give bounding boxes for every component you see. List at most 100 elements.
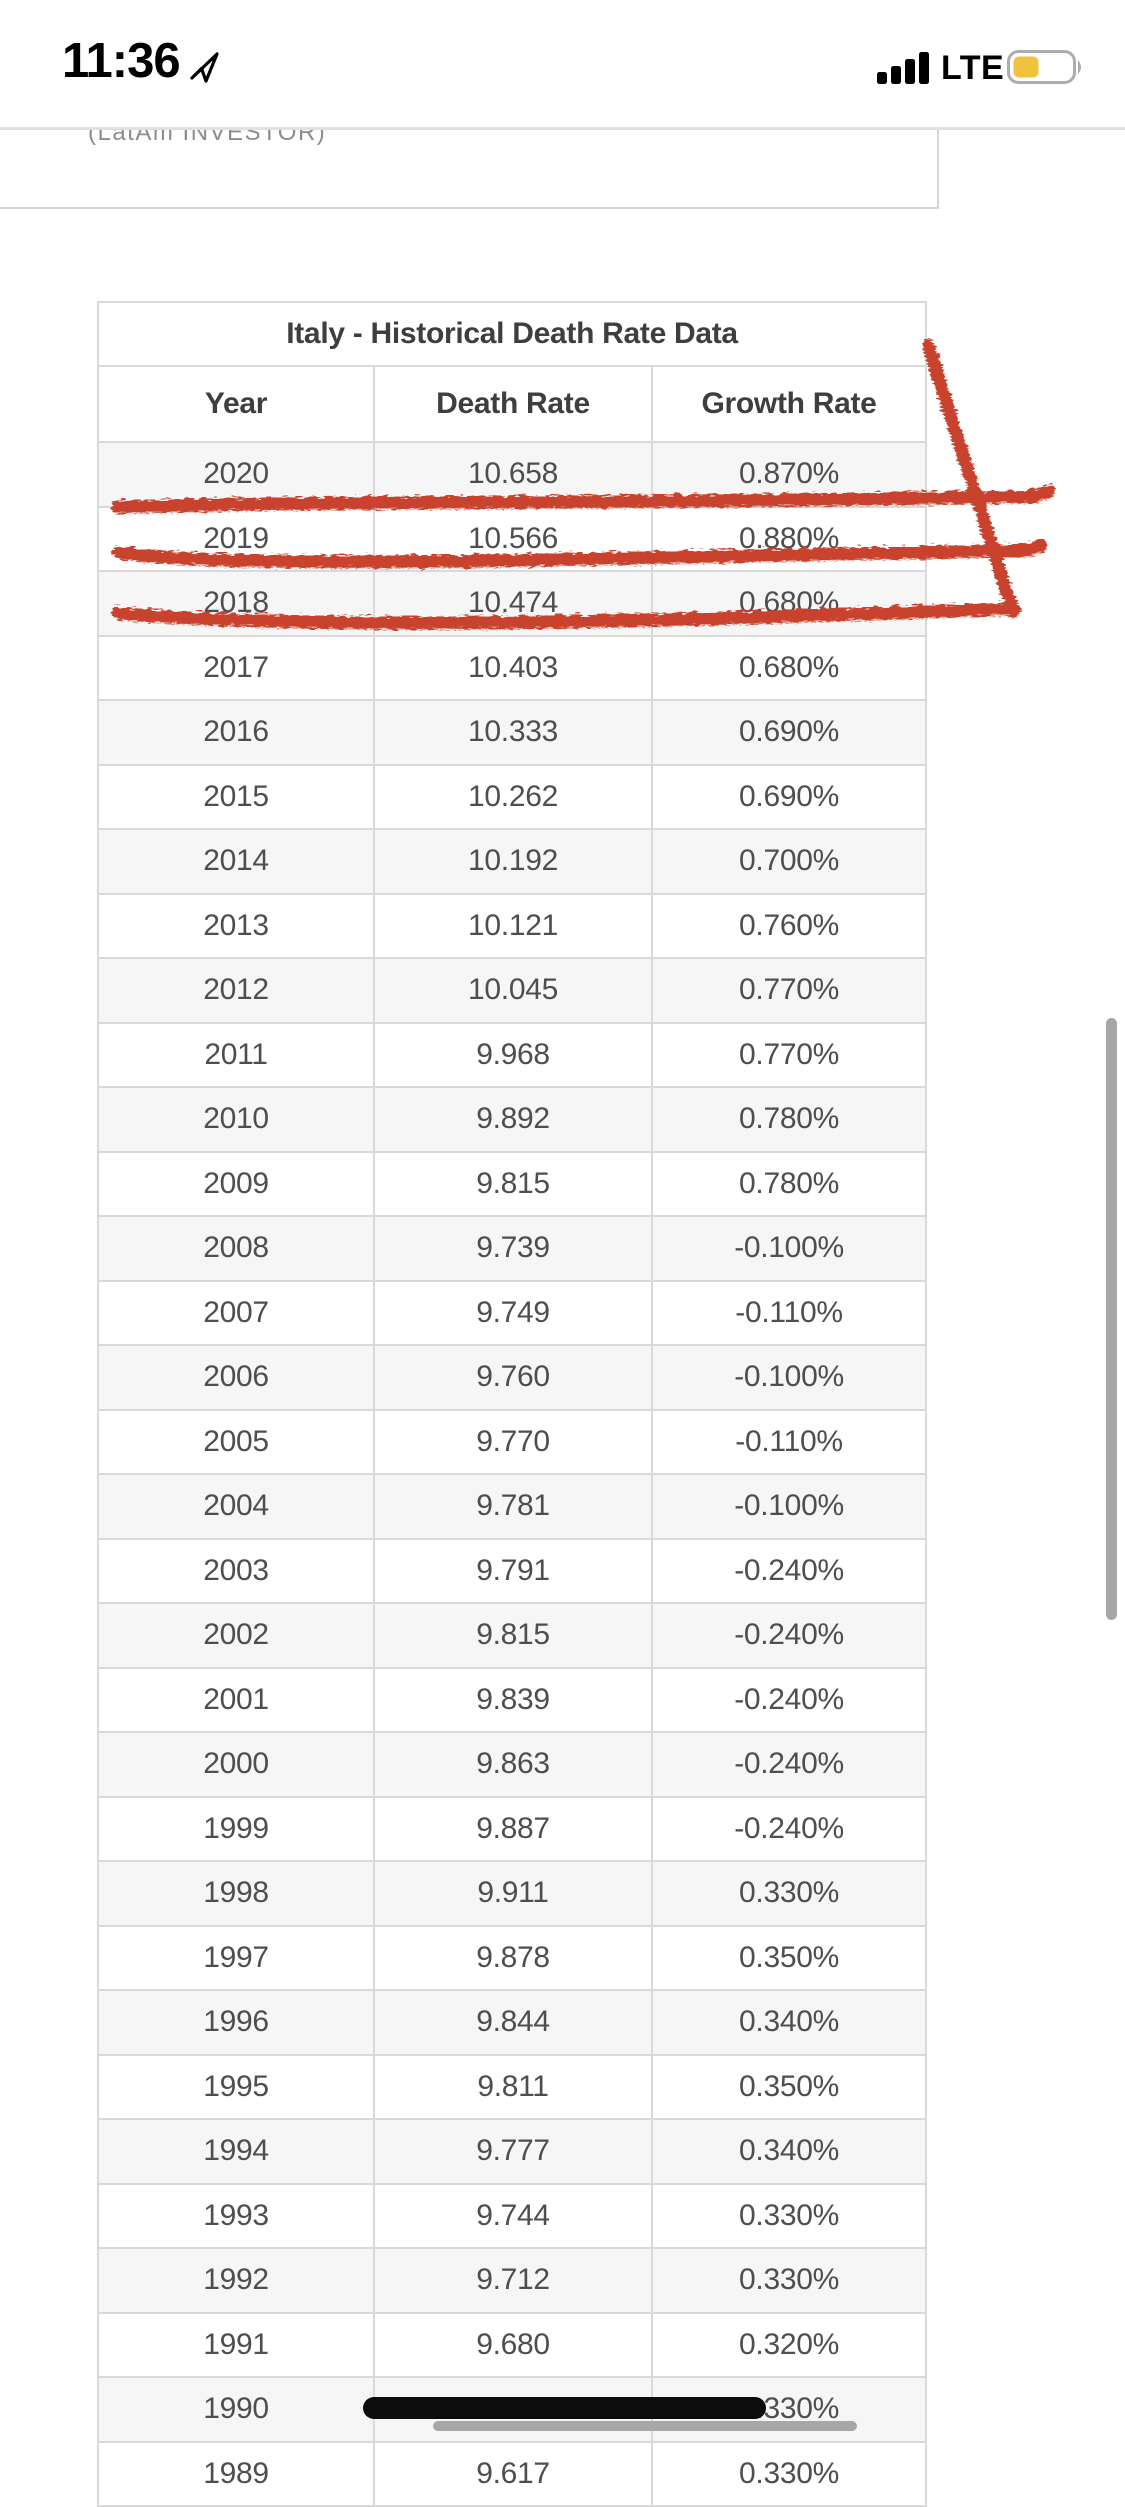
growth-rate-cell: 0.770% <box>650 1021 928 1088</box>
growth-rate-cell: 0.340% <box>650 2118 928 2185</box>
table-row: 2007 9.749 -0.110% <box>97 1279 928 1346</box>
death-rate-cell: 9.887 <box>373 1795 653 1862</box>
year-cell: 1992 <box>97 2247 375 2314</box>
red-vertical-stroke <box>921 338 1021 616</box>
year-cell: 2010 <box>97 1086 375 1153</box>
growth-rate-cell: 0.780% <box>650 1150 928 1217</box>
table-row: 2015 10.262 0.690% <box>97 763 928 830</box>
site-header-partial-text: (LatAm INVESTOR) <box>88 130 327 146</box>
year-cell: 1989 <box>97 2440 375 2507</box>
year-cell: 1991 <box>97 2311 375 2378</box>
death-rate-cell: 10.262 <box>373 763 653 830</box>
table-row: 1994 9.777 0.340% <box>97 2118 928 2185</box>
table-row: 1990 9.649 0.330% <box>97 2376 928 2443</box>
table-row: 1991 9.680 0.320% <box>97 2311 928 2378</box>
growth-rate-cell: 0.690% <box>650 699 928 766</box>
year-cell: 2012 <box>97 957 375 1024</box>
death-rate-cell: 9.760 <box>373 1344 653 1411</box>
death-rate-cell: 9.617 <box>373 2440 653 2507</box>
table-row: 2019 10.566 0.880% <box>97 505 928 572</box>
table-row: 1998 9.911 0.330% <box>97 1860 928 1927</box>
year-cell: 2019 <box>97 505 375 572</box>
death-rate-cell: 9.781 <box>373 1473 653 1540</box>
growth-rate-cell: -0.100% <box>650 1215 928 1282</box>
death-rate-cell: 9.968 <box>373 1021 653 1088</box>
death-rate-cell: 9.744 <box>373 2182 653 2249</box>
table-row: 2014 10.192 0.700% <box>97 828 928 895</box>
table-row: 1992 9.712 0.330% <box>97 2247 928 2314</box>
table-row: 1996 9.844 0.340% <box>97 1989 928 2056</box>
table-row: 1995 9.811 0.350% <box>97 2053 928 2120</box>
table-row: 2011 9.968 0.770% <box>97 1021 928 1088</box>
table-row: 2008 9.739 -0.100% <box>97 1215 928 1282</box>
death-rate-cell: 10.192 <box>373 828 653 895</box>
year-cell: 2013 <box>97 892 375 959</box>
table-row: 2004 9.781 -0.100% <box>97 1473 928 1540</box>
year-cell: 1996 <box>97 1989 375 2056</box>
death-rate-cell: 9.815 <box>373 1150 653 1217</box>
column-header-death-rate: Death Rate <box>373 365 653 443</box>
year-cell: 1999 <box>97 1795 375 1862</box>
growth-rate-cell: -0.100% <box>650 1473 928 1540</box>
table-title: Italy - Historical Death Rate Data <box>96 301 928 367</box>
growth-rate-cell: -0.240% <box>650 1537 928 1604</box>
growth-rate-cell: 0.770% <box>650 957 928 1024</box>
top-divider <box>0 127 1125 130</box>
horizontal-scrollbar[interactable] <box>433 2421 857 2431</box>
growth-rate-cell: 0.680% <box>650 570 928 637</box>
death-rate-table: Italy - Historical Death Rate Data Year … <box>96 301 928 2507</box>
lte-label: LTE <box>941 49 1005 87</box>
table-row: 2003 9.791 -0.240% <box>97 1537 928 1604</box>
growth-rate-cell: 0.330% <box>650 1860 928 1927</box>
year-cell: 1993 <box>97 2182 375 2249</box>
growth-rate-cell: -0.240% <box>650 1602 928 1669</box>
year-cell: 2006 <box>97 1344 375 1411</box>
growth-rate-cell: 0.330% <box>650 2182 928 2249</box>
year-cell: 2007 <box>97 1279 375 1346</box>
table-row: 2000 9.863 -0.240% <box>97 1731 928 1798</box>
table-row: 2001 9.839 -0.240% <box>97 1666 928 1733</box>
death-rate-cell: 9.892 <box>373 1086 653 1153</box>
status-time: 11:36 <box>62 34 181 88</box>
column-header-growth-rate: Growth Rate <box>650 365 928 443</box>
year-cell: 1995 <box>97 2053 375 2120</box>
year-cell: 2000 <box>97 1731 375 1798</box>
year-cell: 2001 <box>97 1666 375 1733</box>
growth-rate-cell: 0.680% <box>650 634 928 701</box>
growth-rate-cell: -0.240% <box>650 1731 928 1798</box>
growth-rate-cell: 0.780% <box>650 1086 928 1153</box>
death-rate-cell: 9.739 <box>373 1215 653 1282</box>
battery-icon <box>1007 50 1081 84</box>
growth-rate-cell: 0.340% <box>650 1989 928 2056</box>
growth-rate-cell: 0.350% <box>650 1924 928 1991</box>
table-row: 1999 9.887 -0.240% <box>97 1795 928 1862</box>
death-rate-cell: 9.839 <box>373 1666 653 1733</box>
table-row: 2013 10.121 0.760% <box>97 892 928 959</box>
year-cell: 2018 <box>97 570 375 637</box>
year-cell: 2011 <box>97 1021 375 1088</box>
table-title-row: Italy - Historical Death Rate Data <box>96 301 928 367</box>
table-row: 2017 10.403 0.680% <box>97 634 928 701</box>
table-row: 1989 9.617 0.330% <box>97 2440 928 2507</box>
table-row: 2016 10.333 0.690% <box>97 699 928 766</box>
year-cell: 1994 <box>97 2118 375 2185</box>
year-cell: 2009 <box>97 1150 375 1217</box>
vertical-scrollbar[interactable] <box>1106 1018 1117 1620</box>
growth-rate-cell: -0.110% <box>650 1279 928 1346</box>
growth-rate-cell: 0.320% <box>650 2311 928 2378</box>
table-row: 2010 9.892 0.780% <box>97 1086 928 1153</box>
death-rate-cell: 9.878 <box>373 1924 653 1991</box>
year-cell: 2014 <box>97 828 375 895</box>
death-rate-cell: 9.712 <box>373 2247 653 2314</box>
table-row: 2009 9.815 0.780% <box>97 1150 928 1217</box>
year-cell: 2015 <box>97 763 375 830</box>
year-cell: 2005 <box>97 1408 375 1475</box>
page: { "status_bar": { "time": "11:36", "netw… <box>0 34 1125 2507</box>
growth-rate-cell: 0.880% <box>650 505 928 572</box>
year-cell: 2008 <box>97 1215 375 1282</box>
death-rate-cell: 10.566 <box>373 505 653 572</box>
death-rate-cell: 9.811 <box>373 2053 653 2120</box>
death-rate-cell: 10.121 <box>373 892 653 959</box>
growth-rate-cell: 0.700% <box>650 828 928 895</box>
site-header-card: (LatAm INVESTOR) <box>0 130 939 209</box>
